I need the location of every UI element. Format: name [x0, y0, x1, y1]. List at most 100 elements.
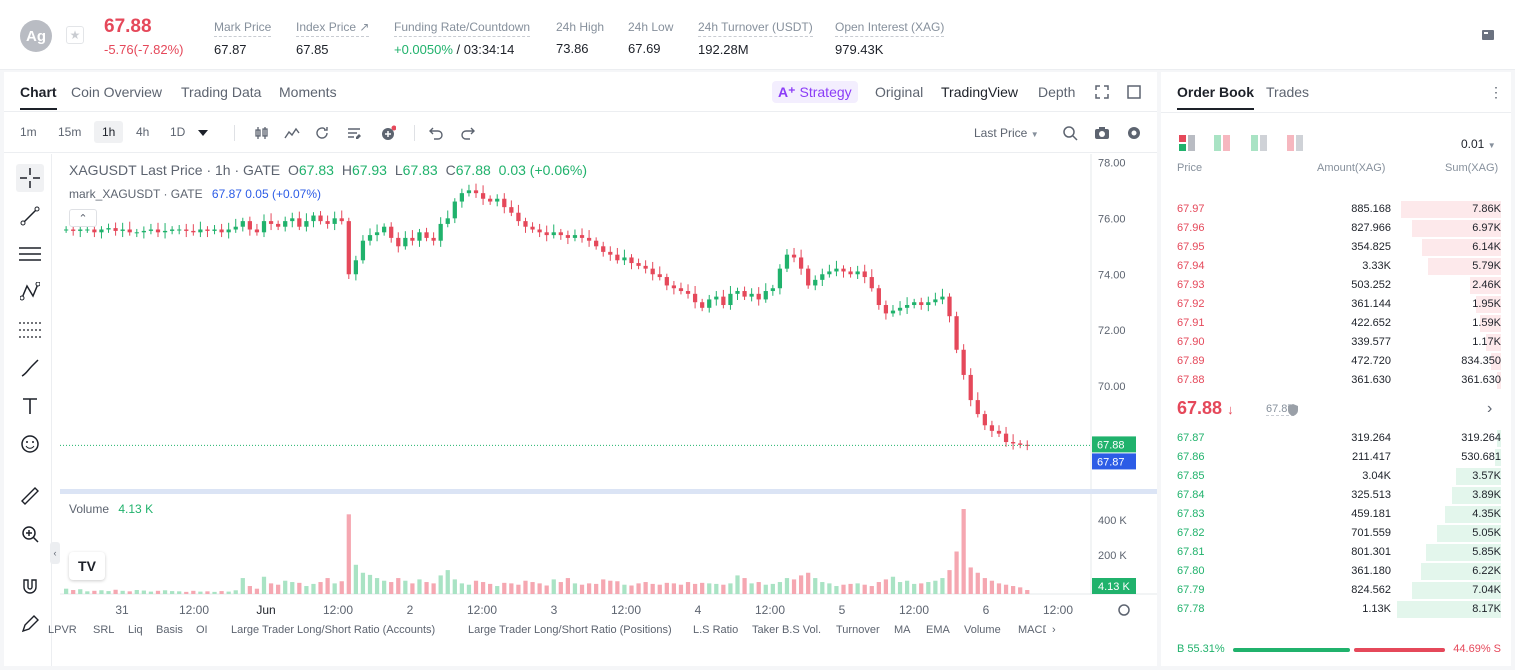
- precision-select[interactable]: 0.01 ▼: [1461, 137, 1496, 151]
- pencil-lock-icon[interactable]: [16, 610, 44, 638]
- indicator-ma[interactable]: MA: [894, 624, 911, 636]
- settings-gear-icon[interactable]: [1126, 125, 1142, 141]
- candle-body: [912, 302, 917, 306]
- crosshair-icon[interactable]: [16, 164, 44, 192]
- stat-24h-low: 24h Low 67.69: [628, 20, 674, 56]
- ask-row[interactable]: 67.96 827.966 6.97K: [1161, 219, 1511, 238]
- text-icon[interactable]: [16, 392, 44, 420]
- indicator-ls-positions[interactable]: Large Trader Long/Short Ratio (Positions…: [468, 624, 672, 636]
- timeframe-1m[interactable]: 1m: [20, 125, 37, 139]
- bid-row[interactable]: 67.79 824.562 7.04K: [1161, 581, 1511, 600]
- trendline-icon[interactable]: [16, 202, 44, 230]
- favorite-star-icon[interactable]: ★: [66, 26, 84, 44]
- indicator-srl[interactable]: SRL: [93, 624, 115, 636]
- camera-icon[interactable]: [1094, 125, 1110, 141]
- bid-row[interactable]: 67.82 701.559 5.05K: [1161, 524, 1511, 543]
- pattern-icon[interactable]: [16, 278, 44, 306]
- indicators-icon[interactable]: [284, 125, 300, 141]
- bid-row[interactable]: 67.81 801.301 5.85K: [1161, 543, 1511, 562]
- ruler-icon[interactable]: [16, 482, 44, 510]
- timeframe-1d[interactable]: 1D: [170, 125, 186, 139]
- chevron-down-icon[interactable]: [198, 130, 208, 136]
- ask-row[interactable]: 67.93 503.252 2.46K: [1161, 276, 1511, 295]
- strategy-button[interactable]: A⁺ Strategy: [772, 81, 858, 103]
- row-amount: 361.180: [1351, 565, 1391, 577]
- indicator-oi[interactable]: OI: [196, 624, 208, 636]
- bid-row[interactable]: 67.84 325.513 3.89K: [1161, 486, 1511, 505]
- bid-row[interactable]: 67.83 459.181 4.35K: [1161, 505, 1511, 524]
- bid-row[interactable]: 67.86 211.417 530.681: [1161, 448, 1511, 467]
- candle-body: [579, 235, 585, 238]
- indicator-turnover[interactable]: Turnover: [836, 624, 880, 636]
- indicator-taker-vol[interactable]: Taker B.S Vol.: [752, 624, 822, 636]
- stat-index-price[interactable]: Index Price ↗ 67.85: [296, 20, 370, 57]
- templates-icon[interactable]: [346, 125, 362, 141]
- zoom-in-icon[interactable]: [16, 520, 44, 548]
- chevron-right-icon[interactable]: ›: [1052, 624, 1056, 636]
- view-tradingview[interactable]: TradingView: [941, 84, 1019, 100]
- tab-coin-overview[interactable]: Coin Overview: [71, 84, 163, 100]
- window-icon[interactable]: [1127, 85, 1141, 99]
- ask-row[interactable]: 67.94 3.33K 5.79K: [1161, 257, 1511, 276]
- ask-row[interactable]: 67.91 422.652 1.59K: [1161, 314, 1511, 333]
- chevron-right-icon[interactable]: ›: [1487, 400, 1493, 417]
- price-type-select[interactable]: Last Price ▼: [974, 126, 1039, 140]
- candle-body: [367, 235, 373, 241]
- indicator-lpvr[interactable]: LPVR: [48, 624, 77, 636]
- candle-body: [848, 271, 853, 275]
- horizontal-lines-icon[interactable]: [16, 240, 44, 268]
- view-asks-icon[interactable]: [1287, 135, 1303, 151]
- bid-row[interactable]: 67.87 319.264 319.264: [1161, 429, 1511, 448]
- tab-trading-data[interactable]: Trading Data: [181, 84, 262, 100]
- ask-row[interactable]: 67.95 354.825 6.14K: [1161, 238, 1511, 257]
- ask-row[interactable]: 67.97 885.168 7.86K: [1161, 200, 1511, 219]
- redo-icon[interactable]: [460, 125, 476, 141]
- undo-icon[interactable]: [428, 125, 444, 141]
- replay-icon[interactable]: [314, 125, 330, 141]
- volume-bar: [374, 578, 380, 594]
- timeframe-4h[interactable]: 4h: [136, 125, 150, 139]
- timeframe-1h[interactable]: 1h: [94, 121, 124, 143]
- y-tick-label: 76.00: [1098, 213, 1126, 225]
- tab-moments[interactable]: Moments: [279, 84, 337, 100]
- view-both-icon[interactable]: [1179, 135, 1195, 151]
- brush-icon[interactable]: [16, 354, 44, 382]
- indicator-ema[interactable]: EMA: [926, 624, 950, 636]
- volume-bar: [890, 576, 896, 594]
- view-depth[interactable]: Depth: [1038, 84, 1076, 100]
- ask-row[interactable]: 67.88 361.630 361.630: [1161, 371, 1511, 390]
- fib-retracement-icon[interactable]: [16, 316, 44, 344]
- candle-body: [968, 374, 973, 401]
- legend-collapse-icon[interactable]: ⌃: [69, 209, 97, 227]
- fullscreen-icon[interactable]: [1095, 85, 1109, 99]
- indicator-ls-ratio[interactable]: L.S Ratio: [693, 624, 739, 636]
- indicator-macd[interactable]: MACD: [1018, 624, 1046, 636]
- more-options-icon[interactable]: ⋮: [1489, 84, 1503, 100]
- tab-order-book[interactable]: Order Book: [1177, 84, 1255, 110]
- indicator-ls-accounts[interactable]: Large Trader Long/Short Ratio (Accounts): [231, 624, 436, 636]
- view-bids-icon[interactable]: [1251, 135, 1267, 151]
- search-icon[interactable]: [1062, 125, 1078, 141]
- indicator-volume[interactable]: Volume: [964, 624, 1001, 636]
- view-both-alt-icon[interactable]: [1214, 135, 1230, 151]
- toolbar-collapse-icon[interactable]: ‹: [50, 542, 60, 564]
- layout-icon[interactable]: [1481, 28, 1495, 42]
- magnet-icon[interactable]: [16, 572, 44, 600]
- ask-row[interactable]: 67.90 339.577 1.17K: [1161, 333, 1511, 352]
- tab-trades[interactable]: Trades: [1266, 84, 1310, 100]
- tab-chart[interactable]: Chart: [20, 84, 57, 110]
- bid-row[interactable]: 67.85 3.04K 3.57K: [1161, 467, 1511, 486]
- candle-type-icon[interactable]: [254, 125, 270, 141]
- emoji-icon[interactable]: [16, 430, 44, 458]
- ask-row[interactable]: 67.89 472.720 834.350: [1161, 352, 1511, 371]
- price-chart[interactable]: 78.00 76.00 74.00 72.00 70.00 67.88 67.87 400 K…: [60, 154, 1157, 666]
- indicator-liq[interactable]: Liq: [128, 624, 143, 636]
- view-original[interactable]: Original: [875, 84, 924, 100]
- bid-row[interactable]: 67.80 361.180 6.22K: [1161, 562, 1511, 581]
- timeframe-15m[interactable]: 15m: [58, 125, 82, 139]
- volume-bar: [735, 575, 740, 594]
- ask-row[interactable]: 67.92 361.144 1.95K: [1161, 295, 1511, 314]
- add-indicator-icon[interactable]: [380, 125, 396, 141]
- bid-row[interactable]: 67.78 1.13K 8.17K: [1161, 600, 1511, 619]
- indicator-basis[interactable]: Basis: [156, 624, 183, 636]
